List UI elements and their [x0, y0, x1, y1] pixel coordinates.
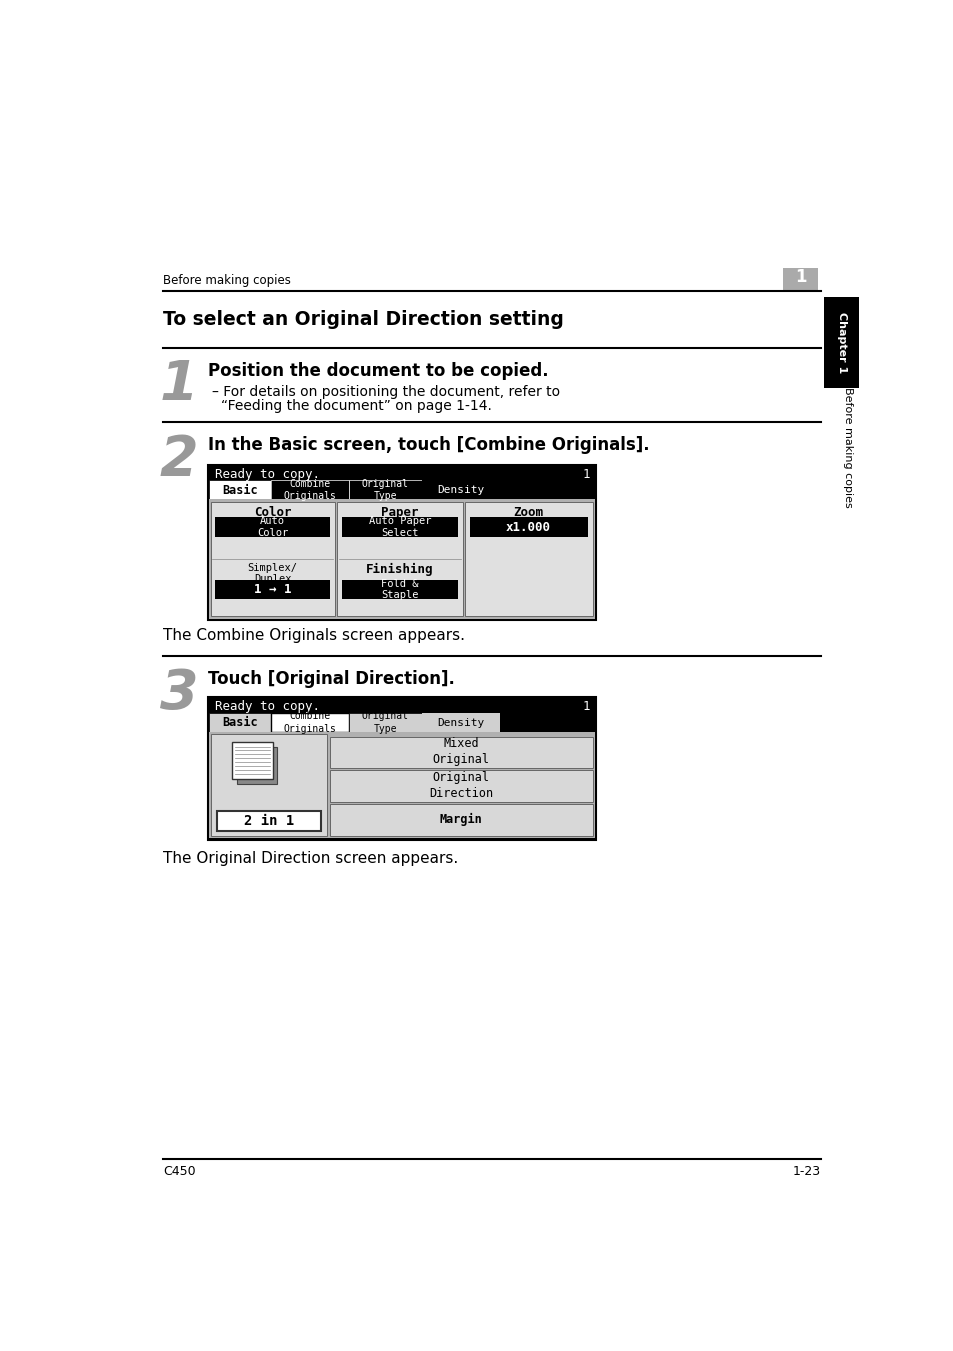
Text: x1.000: x1.000 — [505, 520, 551, 534]
Bar — [209, 480, 271, 500]
Text: The Combine Originals screen appears.: The Combine Originals screen appears. — [163, 628, 465, 643]
Text: “Feeding the document” on page 1-14.: “Feeding the document” on page 1-14. — [220, 400, 491, 413]
Text: Original
Direction: Original Direction — [429, 771, 493, 800]
Text: Paper: Paper — [380, 505, 418, 519]
Text: Before making copies: Before making copies — [841, 386, 852, 508]
Text: Combine
Originals: Combine Originals — [283, 480, 336, 501]
Bar — [209, 732, 595, 838]
Text: Mixed
Original: Mixed Original — [432, 738, 489, 766]
Text: Ready to copy.: Ready to copy. — [214, 700, 319, 713]
Bar — [271, 713, 348, 732]
Bar — [336, 501, 462, 616]
Text: Basic: Basic — [222, 484, 257, 497]
Text: Margin: Margin — [439, 813, 482, 827]
Text: 2: 2 — [159, 434, 198, 488]
Text: Basic: Basic — [222, 716, 257, 730]
Text: Touch [Original Direction].: Touch [Original Direction]. — [208, 670, 455, 688]
Bar — [469, 517, 587, 538]
Text: To select an Original Direction setting: To select an Original Direction setting — [163, 309, 564, 328]
Bar — [209, 713, 271, 732]
Text: 1: 1 — [581, 467, 589, 481]
Text: C450: C450 — [163, 1166, 196, 1178]
Bar — [233, 742, 273, 780]
Text: Color: Color — [253, 505, 292, 519]
Text: Combine
Originals: Combine Originals — [283, 712, 336, 734]
Bar — [348, 713, 422, 732]
Bar — [499, 480, 594, 500]
Text: Zoom: Zoom — [513, 505, 543, 519]
Text: Original
Type: Original Type — [361, 480, 408, 501]
Bar — [330, 770, 592, 802]
Bar — [271, 480, 348, 500]
Text: 1: 1 — [159, 358, 198, 412]
Text: 1-23: 1-23 — [792, 1166, 820, 1178]
Text: Finishing: Finishing — [366, 562, 433, 576]
Text: 1: 1 — [794, 267, 805, 285]
Bar — [211, 501, 335, 616]
Bar — [236, 747, 277, 784]
Text: 1: 1 — [581, 700, 589, 713]
Text: Density: Density — [436, 485, 484, 494]
Text: 3: 3 — [159, 667, 198, 721]
Text: Chapter 1: Chapter 1 — [836, 312, 845, 373]
Text: Simplex/
Duplex: Simplex/ Duplex — [248, 562, 297, 584]
Bar — [422, 480, 499, 500]
Bar — [422, 713, 499, 732]
Bar — [464, 501, 592, 616]
Bar — [341, 517, 457, 538]
Bar — [341, 580, 457, 598]
Bar — [215, 580, 330, 598]
Bar — [781, 267, 818, 290]
Bar — [330, 804, 592, 836]
Text: Auto
Color: Auto Color — [256, 516, 288, 538]
Bar — [209, 500, 595, 619]
Bar — [208, 465, 596, 620]
Bar — [211, 734, 327, 836]
Text: – For details on positioning the document, refer to: – For details on positioning the documen… — [212, 385, 559, 399]
Bar — [348, 480, 422, 500]
Text: In the Basic screen, touch [Combine Originals].: In the Basic screen, touch [Combine Orig… — [208, 436, 649, 454]
Text: Original
Type: Original Type — [361, 712, 408, 734]
Text: Ready to copy.: Ready to copy. — [214, 467, 319, 481]
Text: Fold &
Staple: Fold & Staple — [380, 578, 418, 600]
Text: Density: Density — [436, 717, 484, 728]
Bar — [330, 736, 592, 769]
Text: 2 in 1: 2 in 1 — [243, 815, 294, 828]
Bar — [823, 297, 858, 388]
Text: Position the document to be copied.: Position the document to be copied. — [208, 362, 548, 380]
Bar — [215, 517, 330, 538]
Text: Before making copies: Before making copies — [163, 274, 291, 286]
Bar — [216, 811, 320, 831]
Text: The Original Direction screen appears.: The Original Direction screen appears. — [163, 851, 458, 866]
Text: 1 → 1: 1 → 1 — [253, 584, 292, 596]
Bar — [208, 697, 596, 840]
Text: Auto Paper
Select: Auto Paper Select — [368, 516, 431, 538]
